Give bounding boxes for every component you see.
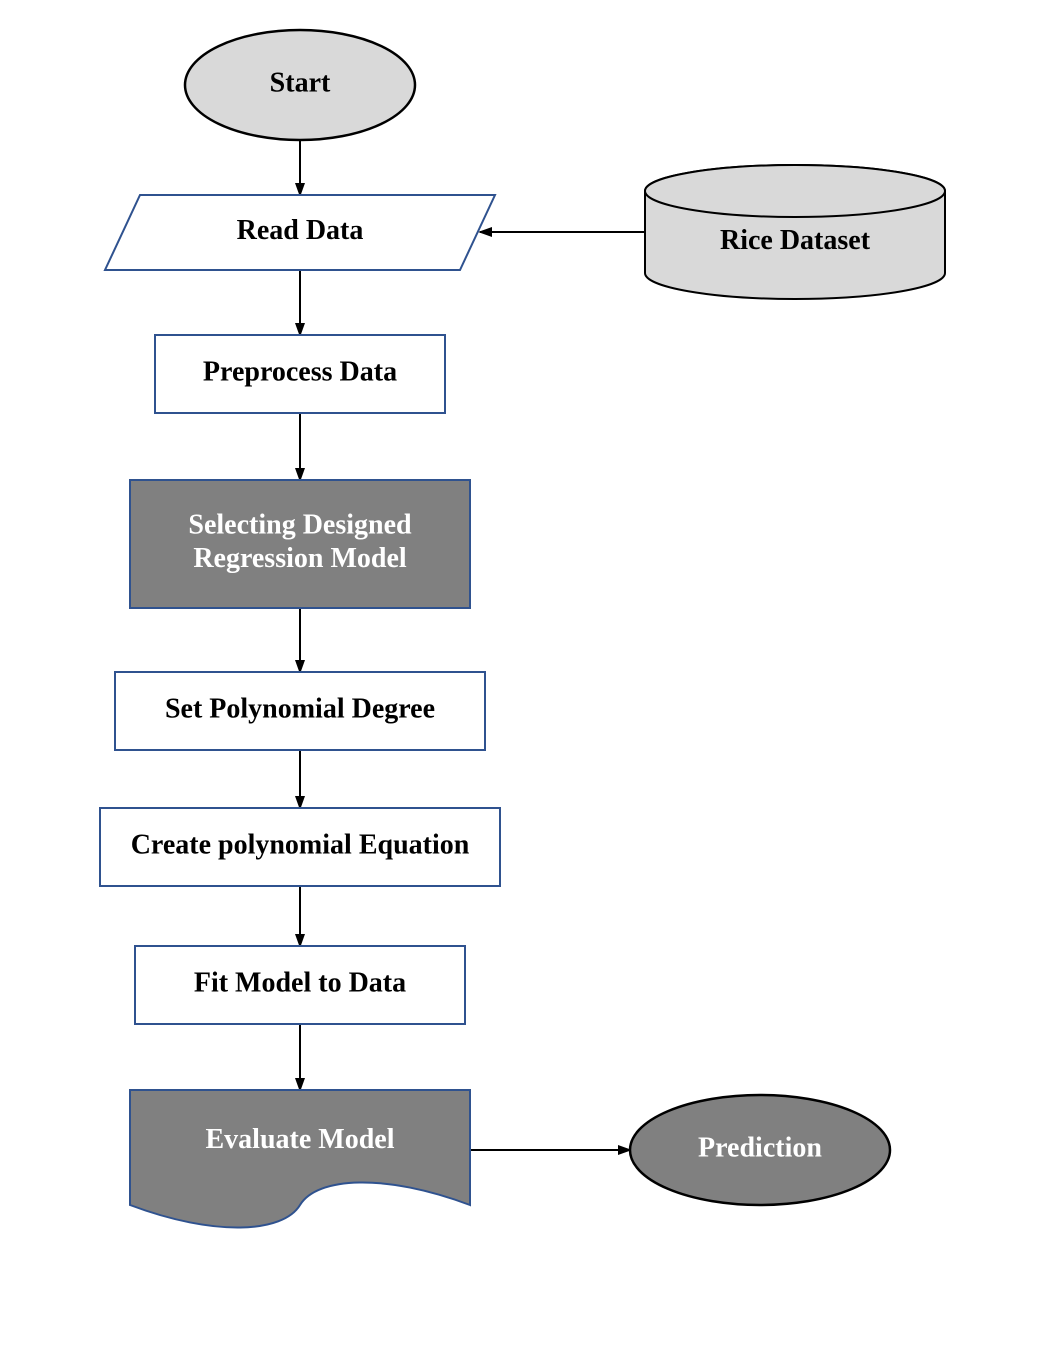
node-set_degree: Set Polynomial Degree bbox=[115, 672, 485, 750]
node-start: Start bbox=[185, 30, 415, 140]
node-read_data: Read Data bbox=[105, 195, 495, 270]
node-select_model: Selecting DesignedRegression Model bbox=[130, 480, 470, 608]
label-prediction: Prediction bbox=[698, 1132, 822, 1163]
node-preprocess: Preprocess Data bbox=[155, 335, 445, 413]
flowchart-canvas: Start Read Data Rice Dataset Preprocess Dat… bbox=[0, 0, 1054, 1347]
label-create_eq: Create polynomial Equation bbox=[131, 829, 470, 860]
node-prediction: Prediction bbox=[630, 1095, 890, 1205]
label-select_model-line1: Regression Model bbox=[193, 543, 407, 574]
node-evaluate: Evaluate Model bbox=[130, 1090, 470, 1228]
label-evaluate: Evaluate Model bbox=[206, 1124, 395, 1155]
label-set_degree: Set Polynomial Degree bbox=[165, 693, 435, 724]
label-start: Start bbox=[270, 67, 331, 98]
node-fit_model: Fit Model to Data bbox=[135, 946, 465, 1024]
label-preprocess: Preprocess Data bbox=[203, 356, 397, 387]
node-rice_dataset: Rice Dataset bbox=[645, 165, 945, 299]
label-read_data: Read Data bbox=[237, 215, 364, 246]
label-rice_dataset: Rice Dataset bbox=[720, 225, 871, 256]
label-fit_model: Fit Model to Data bbox=[194, 967, 406, 998]
node-create_eq: Create polynomial Equation bbox=[100, 808, 500, 886]
label-select_model-line0: Selecting Designed bbox=[188, 510, 412, 541]
